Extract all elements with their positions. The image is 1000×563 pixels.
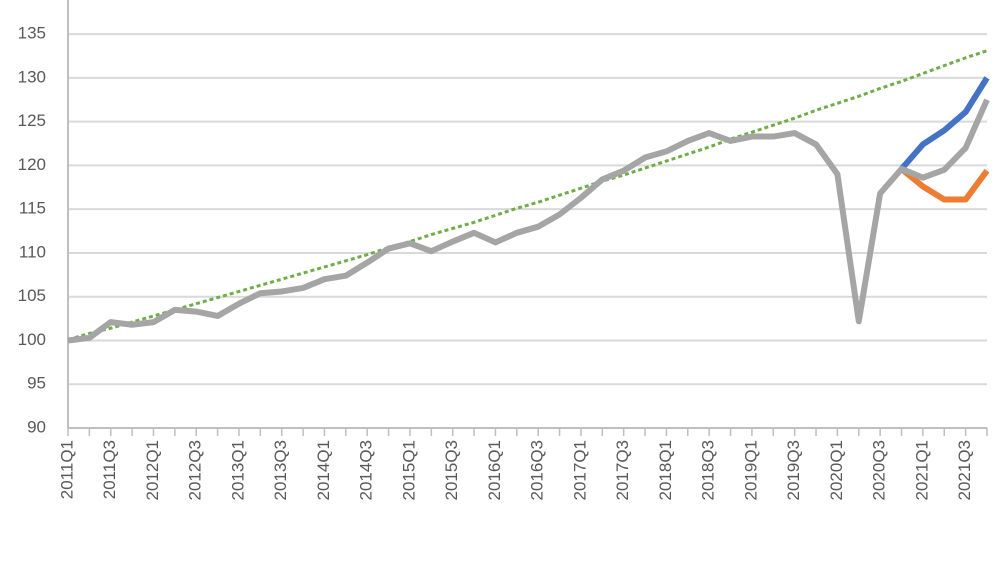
y-tick-label: 100 [18,330,46,349]
x-tick-label: 2012Q1 [143,440,162,501]
x-tick-label: 2011Q1 [57,440,76,499]
x-tick-label: 2016Q3 [528,440,547,501]
x-tick-label: 2021Q1 [912,440,931,501]
x-tick-label: 2017Q1 [570,440,589,501]
x-tick-label: 2020Q1 [827,440,846,501]
x-tick-label: 2015Q1 [399,440,418,501]
y-tick-label: 115 [19,199,46,218]
x-tick-label: 2012Q3 [186,440,205,501]
y-tick-label: 135 [18,24,46,43]
x-tick-label: 2019Q1 [741,440,760,501]
x-tick-label: 2018Q1 [656,440,675,501]
y-tick-label: 120 [18,155,46,174]
series-line [67,98,990,344]
x-tick-label: 2018Q3 [699,440,718,501]
y-tick-label: 130 [18,67,46,86]
x-tick-label: 2013Q1 [228,440,247,501]
x-tick-label: 2011Q3 [100,440,119,499]
x-tick-label: 2017Q3 [613,440,632,501]
x-tick-label: 2020Q3 [870,440,889,501]
x-tick-label: 2021Q3 [955,440,974,501]
x-tick-label: 2019Q3 [784,440,803,501]
y-tick-label: 95 [27,374,46,393]
y-tick-label: 110 [19,242,46,261]
series-line [67,49,988,342]
x-tick-label: 2016Q1 [485,440,504,501]
x-tick-label: 2013Q3 [271,440,290,501]
y-tick-label: 125 [18,111,46,130]
x-tick-label: 2015Q3 [442,440,461,501]
y-tick-label: 105 [18,286,46,305]
x-tick-label: 2014Q1 [314,440,333,501]
y-tick-label: 90 [27,417,46,436]
x-tick-label: 2014Q3 [357,440,376,501]
series-line [899,166,990,203]
series-line [899,76,990,171]
